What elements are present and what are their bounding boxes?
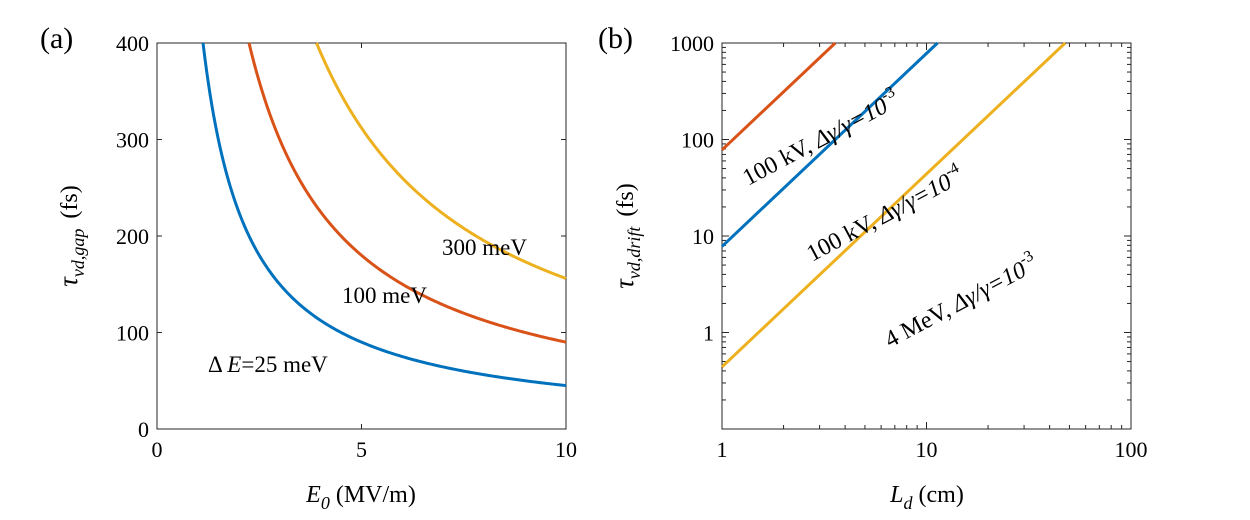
- annotation-delta-e-25: Δ E=25 meV: [208, 352, 328, 377]
- y-tick-label: 100: [116, 321, 149, 346]
- y-tick-label: 10: [692, 224, 714, 249]
- annotation-300-mev: 300 meV: [442, 235, 527, 260]
- panel-b-y-axis-label: τvd,drift(fs): [609, 183, 644, 289]
- x-tick-label: 0: [152, 437, 163, 462]
- panel-a-x-axis-label: E0 (MV/m): [305, 482, 416, 513]
- series-line-b-0: [720, 41, 837, 152]
- panel-a-series: [201, 42, 567, 388]
- series-line-a-2: [315, 42, 567, 280]
- x-tick-label: 1: [717, 437, 728, 462]
- x-tick-label: 5: [356, 437, 367, 462]
- series-line-b-1: [720, 41, 939, 248]
- svg-text:4 MeV, Δγ/γ=10-3: 4 MeV, Δγ/γ=10-3: [879, 247, 1043, 353]
- y-tick-label: 200: [116, 224, 149, 249]
- annotation-100kv-1e-3: 100 kV, Δγ/γ=10-3: [737, 83, 904, 191]
- series-line-b-2: [720, 41, 1067, 368]
- panel-b-frame: [721, 42, 1132, 430]
- y-tick-label: 1: [703, 321, 714, 346]
- y-tick-label: 100: [681, 128, 714, 153]
- series-line-a-1: [247, 42, 567, 344]
- x-tick-label: 10: [555, 437, 577, 462]
- svg-text:100 kV, Δγ/γ=10-4: 100 kV, Δγ/γ=10-4: [801, 159, 968, 267]
- annotation-100kv-1e-4: 100 kV, Δγ/γ=10-4: [801, 159, 968, 267]
- x-tick-label: 10: [916, 437, 938, 462]
- panel-b-series: [720, 41, 1067, 368]
- y-tick-label: 0: [138, 417, 149, 442]
- y-tick-label: 400: [116, 31, 149, 56]
- y-tick-label: 1000: [670, 31, 714, 56]
- annotation-4mev-1e-3: 4 MeV, Δγ/γ=10-3: [879, 247, 1043, 353]
- x-tick-label: 100: [1115, 437, 1148, 462]
- panel-b-ticks: 1 10 100 1 10 100 1000: [670, 31, 1148, 462]
- svg-text:τvd,gap(fs): τvd,gap(fs): [53, 185, 88, 287]
- annotation-100-mev: 100 meV: [342, 283, 427, 308]
- svg-text:100 kV, Δγ/γ=10-3: 100 kV, Δγ/γ=10-3: [737, 83, 904, 191]
- panel-a-y-axis-label: τvd,gap(fs): [53, 185, 88, 287]
- svg-text:τvd,drift(fs): τvd,drift(fs): [609, 183, 644, 289]
- panel-a-label: (a): [40, 22, 73, 55]
- series-line-a-0: [201, 42, 567, 388]
- panel-b-x-axis-label: Ld (cm): [889, 482, 964, 513]
- y-tick-label: 300: [116, 128, 149, 153]
- panel-b: 1 10 100 1 10 100 1000 100 kV, Δγ/γ=10-3 100 k…: [609, 31, 1148, 513]
- panel-b-label: (b): [598, 22, 633, 55]
